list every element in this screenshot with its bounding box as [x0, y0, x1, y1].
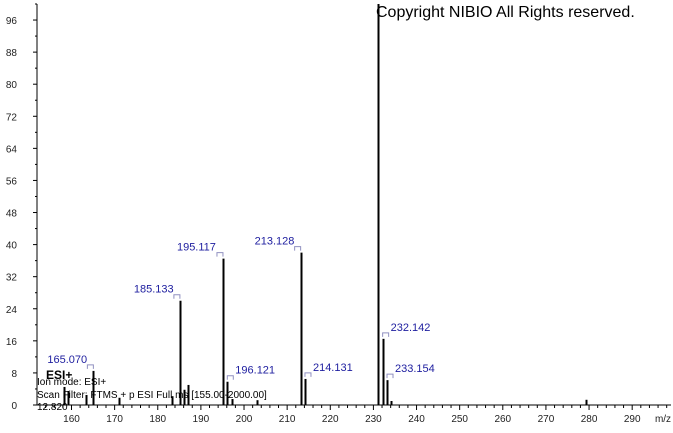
x-axis-label: m/z: [655, 414, 671, 425]
y-tick-label: 16: [6, 337, 18, 348]
y-tick-label: 24: [6, 305, 18, 316]
chart-ticks: 160 170 180 190 200 210 220 230 240 250 260 270 280 2…: [6, 3, 671, 425]
scan-filter-text: Scan Filter: FTMS + p ESI Full ms [155.0…: [37, 390, 267, 401]
peak-label: 213.128: [255, 236, 295, 248]
peak-label-bracket: [216, 252, 224, 257]
y-tick-label: 72: [6, 112, 18, 123]
x-tick-label: 260: [494, 414, 511, 425]
x-tick-label: 200: [236, 414, 253, 425]
x-tick-label: 190: [193, 414, 210, 425]
x-tick-label: 160: [63, 414, 80, 425]
peak-label-bracket: [226, 375, 234, 380]
peak-label: 195.117: [177, 242, 216, 254]
y-tick-label: 8: [11, 369, 17, 380]
esi-tag: ESI+: [46, 368, 73, 382]
x-tick-label: 170: [106, 414, 123, 425]
x-tick-label: 270: [538, 414, 555, 425]
peak-label: 232.142: [391, 322, 431, 334]
chart-peaks: [63, 4, 588, 405]
y-tick-label: 32: [6, 273, 18, 284]
peak-label: 233.154: [395, 363, 435, 375]
peak-label: 165.070: [47, 354, 87, 366]
x-tick-label: 220: [322, 414, 339, 425]
peak-label-bracket: [386, 373, 394, 379]
y-tick-label: 48: [6, 209, 18, 220]
ion-mode-text: Ion mode: ESI+: [37, 377, 107, 388]
peak-label-bracket: [86, 364, 94, 369]
peak-label-bracket: [294, 246, 302, 251]
peak-label: 214.131: [313, 362, 353, 374]
y-tick-label: 64: [6, 144, 18, 155]
y-tick-label: 56: [6, 176, 18, 187]
y-tick-label: 40: [6, 241, 18, 252]
peak-label-bracket: [382, 332, 390, 337]
x-tick-label: 290: [624, 414, 641, 425]
peak-label-bracket: [304, 372, 312, 377]
x-tick-label: 230: [365, 414, 382, 425]
chart-axes: [36, 4, 671, 406]
x-tick-label: 180: [149, 414, 166, 425]
peak-label: 196.121: [235, 365, 275, 377]
y-tick-label: 80: [6, 80, 18, 91]
x-tick-label: 280: [581, 414, 598, 425]
retention-time-text: 12.820: [37, 402, 68, 413]
peak-label: 185.133: [134, 284, 174, 296]
x-tick-label: 240: [408, 414, 425, 425]
peak-label-bracket: [173, 294, 181, 299]
y-tick-label: 0: [11, 401, 17, 412]
chart-peak-labels: 231.138213.128195.117185.133232.142165.0…: [47, 236, 435, 380]
y-tick-label: 88: [6, 48, 18, 59]
copyright-notice: Copyright NIBIO All Rights reserved.: [376, 4, 635, 21]
x-tick-label: 250: [451, 414, 468, 425]
x-tick-label: 210: [279, 414, 296, 425]
y-tick-label: 96: [6, 16, 18, 27]
